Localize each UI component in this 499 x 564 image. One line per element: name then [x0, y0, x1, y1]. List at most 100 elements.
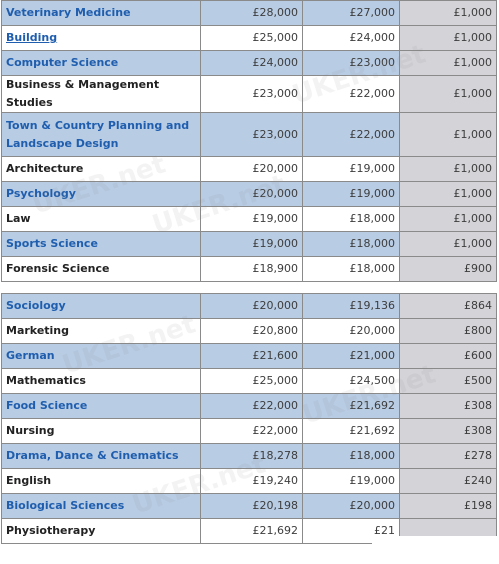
- table-row: Forensic Science £18,900 £18,000 £900: [1, 256, 497, 282]
- subject-cell[interactable]: Town & Country Planning and Landscape De…: [1, 112, 201, 157]
- subject-cell[interactable]: Building: [1, 25, 201, 51]
- subject-link[interactable]: Town & Country Planning and Landscape De…: [6, 118, 190, 150]
- subject-cell: Business & Management Studies: [1, 75, 201, 113]
- table-row: Veterinary Medicine £28,000 £27,000 £1,000: [1, 0, 497, 26]
- cropped-region: [372, 536, 499, 564]
- salary-cell-b: £18,000: [302, 443, 400, 469]
- subject-label: Architecture: [6, 162, 84, 175]
- subject-link[interactable]: Food Science: [6, 399, 88, 412]
- salary-cell-a: £23,000: [200, 112, 303, 157]
- salary-cell-b: £21,692: [302, 418, 400, 444]
- subject-link[interactable]: Biological Sciences: [6, 499, 125, 512]
- table-row: Psychology £20,000 £19,000 £1,000: [1, 181, 497, 207]
- subject-label: Law: [6, 212, 31, 225]
- salary-cell-a: £19,000: [200, 206, 303, 232]
- difference-cell: £198: [399, 493, 497, 519]
- salary-cell-b: £22,000: [302, 75, 400, 113]
- salary-cell-b: £21,000: [302, 343, 400, 369]
- table-row: English £19,240 £19,000 £240: [1, 468, 497, 494]
- table-row: Sports Science £19,000 £18,000 £1,000: [1, 231, 497, 257]
- table-row: Building £25,000 £24,000 £1,000: [1, 25, 497, 51]
- salary-cell-b: £27,000: [302, 0, 400, 26]
- subject-cell[interactable]: Veterinary Medicine: [1, 0, 201, 26]
- salary-cell-a: £22,000: [200, 393, 303, 419]
- difference-cell: £240: [399, 468, 497, 494]
- table-row: Architecture £20,000 £19,000 £1,000: [1, 156, 497, 182]
- subject-cell: Forensic Science: [1, 256, 201, 282]
- subject-cell: Marketing: [1, 318, 201, 344]
- subject-link[interactable]: Building: [6, 31, 58, 44]
- difference-cell: £1,000: [399, 181, 497, 207]
- subject-cell[interactable]: Sociology: [1, 293, 201, 319]
- table-row: Law £19,000 £18,000 £1,000: [1, 206, 497, 232]
- salary-cell-b: £19,000: [302, 181, 400, 207]
- subject-cell[interactable]: Computer Science: [1, 50, 201, 76]
- salary-cell-b: £21: [302, 518, 400, 544]
- difference-cell: £1,000: [399, 112, 497, 157]
- salary-cell-b: £18,000: [302, 231, 400, 257]
- difference-cell: £1,000: [399, 50, 497, 76]
- subject-cell: Mathematics: [1, 368, 201, 394]
- difference-cell: £1,000: [399, 0, 497, 26]
- salary-cell-a: £20,198: [200, 493, 303, 519]
- subject-cell: Architecture: [1, 156, 201, 182]
- subject-cell: Nursing: [1, 418, 201, 444]
- salary-cell-a: £20,000: [200, 181, 303, 207]
- subject-cell[interactable]: Psychology: [1, 181, 201, 207]
- subject-cell: English: [1, 468, 201, 494]
- salary-cell-b: £19,000: [302, 468, 400, 494]
- subject-cell: Law: [1, 206, 201, 232]
- salary-cell-b: £24,000: [302, 25, 400, 51]
- subject-link[interactable]: Veterinary Medicine: [6, 6, 131, 19]
- difference-cell: £864: [399, 293, 497, 319]
- salary-cell-b: £18,000: [302, 256, 400, 282]
- difference-cell: £1,000: [399, 75, 497, 113]
- subject-cell[interactable]: Drama, Dance & Cinematics: [1, 443, 201, 469]
- salary-cell-b: £19,136: [302, 293, 400, 319]
- subject-cell[interactable]: Sports Science: [1, 231, 201, 257]
- subject-link[interactable]: German: [6, 349, 55, 362]
- difference-cell: £1,000: [399, 206, 497, 232]
- table-row: Business & Management Studies £23,000 £22,…: [1, 75, 497, 113]
- difference-cell: £1,000: [399, 25, 497, 51]
- difference-cell: £600: [399, 343, 497, 369]
- salary-cell-b: £21,692: [302, 393, 400, 419]
- table-row: Nursing £22,000 £21,692 £308: [1, 418, 497, 444]
- subject-cell[interactable]: Biological Sciences: [1, 493, 201, 519]
- salary-cell-a: £20,000: [200, 156, 303, 182]
- table-row: Marketing £20,800 £20,000 £800: [1, 318, 497, 344]
- subject-cell[interactable]: Food Science: [1, 393, 201, 419]
- salary-table-bottom-body: Sociology £20,000 £19,136 £864 Marketing £20,…: [1, 293, 497, 544]
- difference-cell: £308: [399, 393, 497, 419]
- difference-cell: £900: [399, 256, 497, 282]
- salary-cell-b: £20,000: [302, 493, 400, 519]
- salary-cell-b: £22,000: [302, 112, 400, 157]
- subject-link[interactable]: Computer Science: [6, 56, 119, 69]
- salary-cell-b: £20,000: [302, 318, 400, 344]
- difference-cell: £308: [399, 418, 497, 444]
- salary-cell-a: £24,000: [200, 50, 303, 76]
- salary-cell-a: £18,278: [200, 443, 303, 469]
- table-row: German £21,600 £21,000 £600: [1, 343, 497, 369]
- salary-cell-a: £20,000: [200, 293, 303, 319]
- salary-cell-b: £24,500: [302, 368, 400, 394]
- table-row: Food Science £22,000 £21,692 £308: [1, 393, 497, 419]
- salary-table-bottom: Sociology £20,000 £19,136 £864 Marketing £20,…: [1, 293, 497, 544]
- salary-table-top: Veterinary Medicine £28,000 £27,000 £1,000 B…: [1, 0, 497, 282]
- salary-cell-a: £23,000: [200, 75, 303, 113]
- salary-table-top-body: Veterinary Medicine £28,000 £27,000 £1,000 B…: [1, 0, 497, 282]
- subject-label: Physiotherapy: [6, 524, 96, 537]
- difference-cell: £1,000: [399, 231, 497, 257]
- salary-cell-a: £21,692: [200, 518, 303, 544]
- subject-link[interactable]: Sociology: [6, 299, 66, 312]
- salary-cell-a: £28,000: [200, 0, 303, 26]
- subject-link[interactable]: Drama, Dance & Cinematics: [6, 449, 179, 462]
- salary-cell-a: £25,000: [200, 25, 303, 51]
- salary-cell-a: £21,600: [200, 343, 303, 369]
- subject-cell[interactable]: German: [1, 343, 201, 369]
- subject-link[interactable]: Sports Science: [6, 237, 98, 250]
- table-row: Town & Country Planning and Landscape De…: [1, 112, 497, 157]
- subject-cell: Physiotherapy: [1, 518, 201, 544]
- subject-link[interactable]: Psychology: [6, 187, 76, 200]
- table-row: Biological Sciences £20,198 £20,000 £198: [1, 493, 497, 519]
